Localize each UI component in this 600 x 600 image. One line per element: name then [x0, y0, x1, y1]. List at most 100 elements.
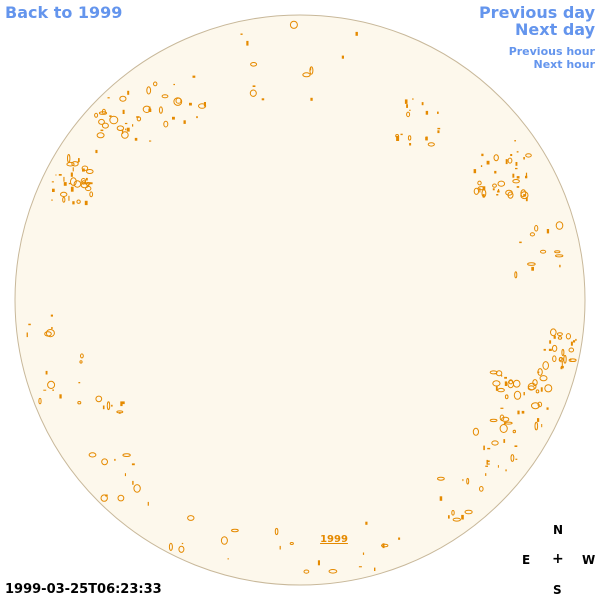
contour-mark	[132, 124, 134, 127]
contour-mark	[51, 327, 53, 329]
contour-mark	[537, 401, 543, 408]
contour-mark	[539, 375, 548, 382]
contour-mark	[310, 67, 312, 71]
contour-mark	[493, 154, 499, 162]
contour-mark	[70, 172, 73, 177]
contour-mark	[163, 120, 169, 128]
contour-mark	[122, 109, 125, 114]
contour-mark	[122, 453, 131, 458]
contour-mark	[131, 463, 135, 466]
contour-mark	[503, 422, 506, 425]
contour-mark	[192, 75, 196, 78]
year-label-link[interactable]: 1999	[320, 534, 348, 545]
contour-mark	[172, 116, 175, 120]
contour-mark	[552, 355, 557, 363]
contour-mark	[504, 376, 507, 379]
contour-mark	[26, 332, 28, 338]
contour-mark	[546, 229, 550, 234]
contour-mark	[101, 458, 108, 466]
contour-mark	[96, 132, 105, 139]
contour-mark	[480, 165, 483, 167]
contour-mark	[487, 463, 490, 465]
contour-mark	[495, 386, 498, 391]
contour-mark	[78, 158, 80, 163]
contour-mark	[84, 200, 88, 206]
contour-mark	[505, 159, 508, 165]
contour-mark	[289, 542, 294, 545]
contour-mark	[117, 494, 125, 502]
contour-mark	[310, 97, 313, 101]
contour-mark	[303, 569, 310, 574]
contour-mark	[561, 348, 565, 357]
contour-mark	[187, 515, 195, 521]
back-to-year-link[interactable]: Back to 1999	[5, 3, 123, 22]
contour-mark	[317, 560, 320, 566]
contour-mark	[514, 445, 518, 447]
contour-mark	[76, 199, 81, 204]
contour-mark	[126, 127, 130, 132]
contour-mark	[81, 165, 89, 171]
contour-mark	[462, 479, 464, 482]
contour-mark	[537, 371, 540, 373]
next-hour-link[interactable]: Next hour	[533, 58, 596, 71]
contour-mark	[568, 347, 575, 353]
contour-mark	[59, 394, 62, 399]
contour-mark	[485, 473, 487, 476]
contour-mark	[479, 187, 481, 193]
contour-mark	[451, 510, 455, 516]
contour-mark	[79, 360, 83, 364]
contour-mark	[570, 341, 573, 346]
contour-mark	[568, 358, 577, 363]
contour-mark	[540, 249, 547, 254]
contour-mark	[132, 480, 134, 485]
next-day-link[interactable]: Next day	[515, 20, 595, 39]
contour-mark	[178, 545, 185, 553]
contour-mark	[503, 439, 506, 443]
contour-mark	[73, 180, 82, 188]
contour-mark	[400, 133, 403, 136]
contour-mark	[516, 186, 520, 188]
contour-mark	[515, 162, 518, 166]
contour-mark	[106, 401, 111, 411]
contour-mark	[68, 182, 71, 185]
contour-mark	[62, 196, 66, 203]
contour-mark	[516, 151, 519, 153]
contour-mark	[477, 180, 482, 186]
contour-mark	[47, 380, 56, 389]
contour-mark	[246, 40, 249, 46]
compass-west: W	[582, 553, 596, 567]
contour-mark	[525, 175, 528, 179]
contour-mark	[382, 543, 385, 549]
magnetic-contours	[26, 20, 577, 574]
contour-mark	[173, 97, 183, 106]
contour-mark	[531, 402, 540, 410]
contour-mark	[505, 469, 507, 472]
contour-mark	[63, 176, 65, 182]
contour-mark	[437, 127, 441, 130]
contour-mark	[95, 395, 103, 403]
contour-mark	[452, 517, 461, 522]
contour-mark	[542, 361, 550, 370]
contour-mark	[409, 143, 412, 146]
contour-mark	[121, 131, 129, 139]
contour-mark	[557, 336, 563, 340]
previous-day-link[interactable]: Previous day	[478, 3, 595, 22]
previous-hour-link[interactable]: Previous hour	[508, 45, 595, 58]
contour-mark	[114, 458, 116, 461]
contour-mark	[309, 66, 314, 75]
contour-mark	[498, 189, 500, 193]
observation-timestamp: 1999-03-25T06:23:33	[5, 582, 162, 597]
contour-mark	[531, 266, 534, 271]
contour-mark	[515, 167, 518, 170]
contour-mark	[527, 262, 536, 266]
contour-mark	[252, 85, 256, 87]
contour-mark	[448, 515, 450, 519]
contour-mark	[88, 452, 97, 458]
contour-mark	[521, 410, 525, 414]
contour-mark	[148, 108, 152, 112]
contour-mark	[512, 429, 516, 434]
contour-mark	[510, 454, 515, 462]
contour-mark	[85, 177, 88, 181]
contour-mark	[559, 264, 561, 268]
contour-mark	[504, 394, 509, 400]
